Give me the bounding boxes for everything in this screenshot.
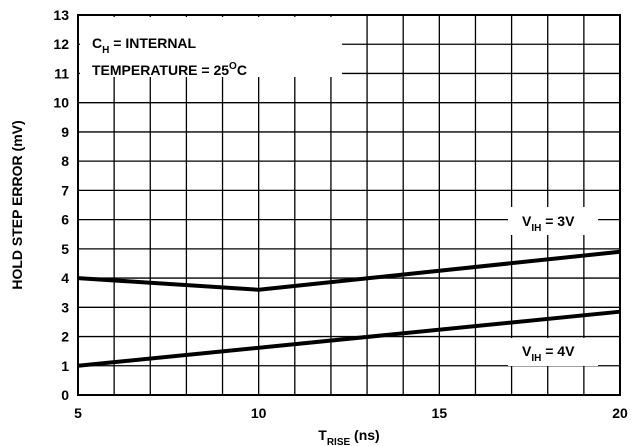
y-tick-label: 8 (61, 153, 69, 169)
y-tick-label: 9 (61, 124, 69, 140)
series-line-2 (77, 309, 621, 368)
series-label-vih-4v: VIH = 4V (522, 343, 575, 364)
x-tick-label: 10 (251, 405, 267, 421)
x-tick-label: 20 (612, 405, 628, 421)
y-tick-label: 13 (53, 7, 69, 23)
y-tick-label: 1 (61, 358, 69, 374)
y-tick-label: 2 (61, 329, 69, 345)
y-tick-label: 10 (53, 95, 69, 111)
series-label-2-box (508, 338, 598, 366)
series-lines (77, 249, 621, 368)
x-axis-label: TRISE (ns) (318, 427, 379, 446)
y-tick-label: 12 (53, 36, 69, 52)
y-tick-label: 0 (61, 387, 69, 403)
y-axis-label: HOLD STEP ERROR (mV) (9, 120, 25, 289)
y-tick-label: 7 (61, 182, 69, 198)
series-label-vih-3v: VIH = 3V (522, 213, 575, 234)
plot-frame (77, 14, 621, 396)
x-tick-label: 5 (74, 405, 82, 421)
annotation-line-2: TEMPERATURE = 25OC (92, 61, 247, 78)
annotation-box (80, 17, 342, 77)
annotation-line-1: CH = INTERNAL (92, 35, 197, 56)
y-tick-label: 3 (61, 299, 69, 315)
x-tick-label: 15 (432, 405, 448, 421)
y-tick-label: 4 (61, 270, 69, 286)
y-tick-label: 6 (61, 212, 69, 228)
series-label-1-box (508, 207, 598, 235)
series-line-1 (77, 249, 621, 292)
y-tick-label: 11 (54, 65, 69, 81)
y-tick-label: 5 (61, 241, 69, 257)
